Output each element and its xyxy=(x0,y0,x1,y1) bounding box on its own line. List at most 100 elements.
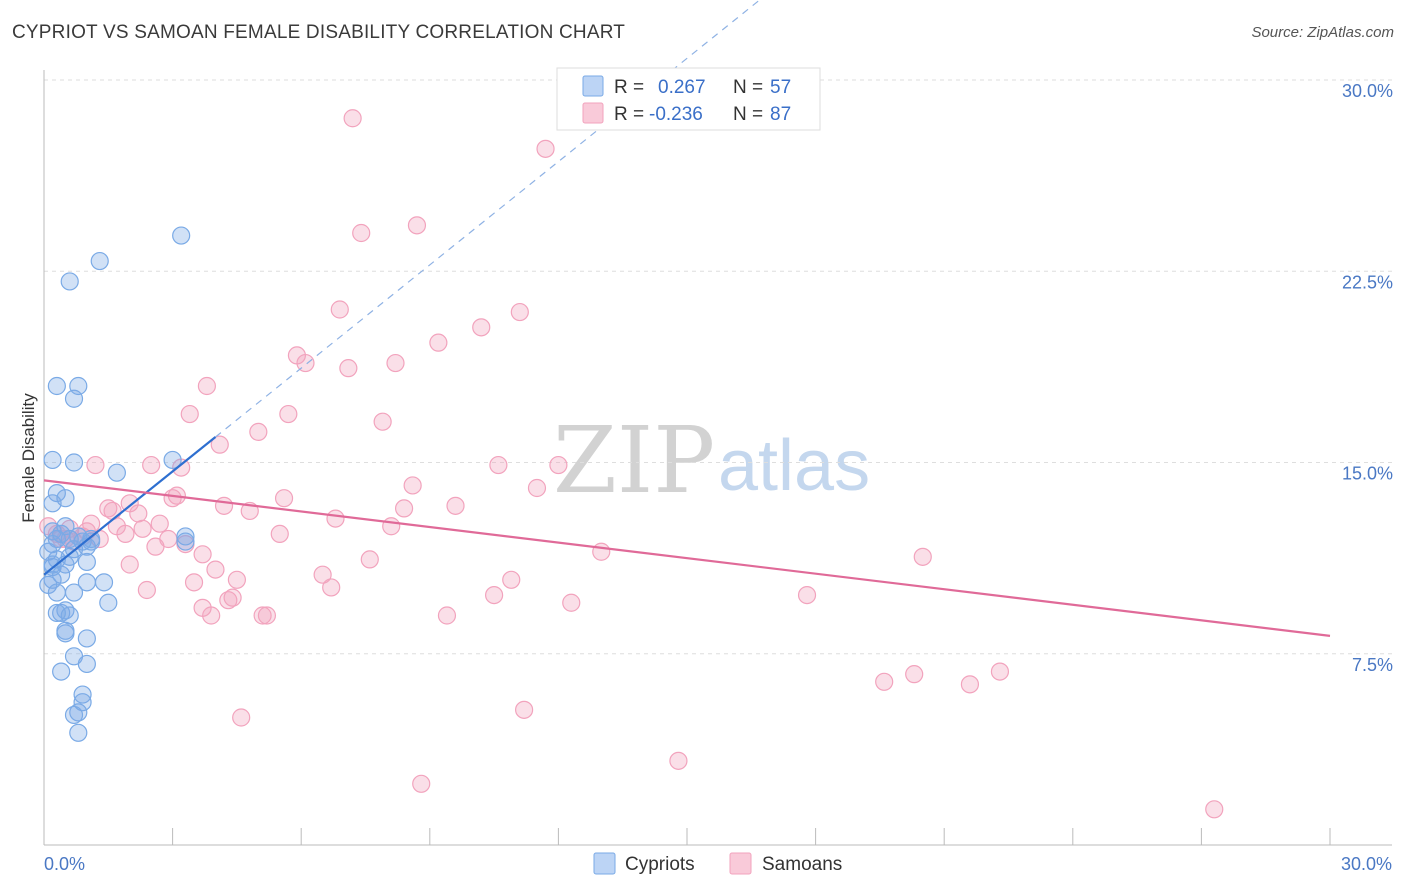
cypriots-point xyxy=(64,705,84,725)
cypriots-point xyxy=(60,272,79,291)
samoans-point xyxy=(330,300,349,319)
samoans-point xyxy=(274,489,294,508)
cypriots-point xyxy=(77,654,96,674)
samoans-point xyxy=(412,774,431,793)
cypriots-point xyxy=(64,583,84,602)
samoans-point xyxy=(326,509,345,528)
cypriots-point xyxy=(64,453,84,472)
samoans-point xyxy=(257,606,277,625)
stats-n-label-cypriots: N = xyxy=(733,77,763,98)
samoans-point xyxy=(322,578,341,597)
cypriots-point xyxy=(52,662,71,681)
cypriots-point xyxy=(43,494,62,513)
cypriots-point xyxy=(52,524,71,544)
samoans-point xyxy=(232,708,251,727)
samoans-point xyxy=(197,376,216,396)
samoans-point xyxy=(990,662,1010,681)
samoans-point xyxy=(875,672,894,691)
stats-n-value-samoans: 87 xyxy=(770,104,791,125)
samoans-trend-line xyxy=(43,479,1331,637)
samoans-point xyxy=(913,547,932,566)
samoans-point xyxy=(669,751,688,770)
samoans-point xyxy=(489,455,508,475)
samoans-point xyxy=(437,606,457,625)
samoans-point xyxy=(206,560,225,579)
y-tick-label: 7.5% xyxy=(1352,655,1393,675)
samoans-point xyxy=(403,476,422,495)
samoans-point xyxy=(352,223,371,243)
trend-lines xyxy=(43,0,1331,637)
samoans-point xyxy=(249,422,268,441)
cypriots-point xyxy=(90,251,109,271)
samoans-point xyxy=(86,455,105,475)
x-tick-label-max: 30.0% xyxy=(1341,854,1392,874)
cypriots-point xyxy=(77,552,96,572)
cypriots-point xyxy=(94,573,114,592)
source-label: Source: ZipAtlas.com xyxy=(1251,24,1394,41)
samoans-point xyxy=(116,524,135,544)
y-tick-label: 22.5% xyxy=(1342,272,1393,292)
stats-n-value-cypriots: 57 xyxy=(770,77,791,98)
x-tick-label-min: 0.0% xyxy=(44,854,85,874)
cypriots-point xyxy=(43,450,62,470)
series-legend: Cypriots Samoans xyxy=(593,852,842,875)
samoans-point xyxy=(386,353,405,373)
samoans-point xyxy=(227,570,246,589)
stats-r-value-samoans: -0.236 xyxy=(649,104,703,125)
samoans-point xyxy=(270,524,289,544)
cypriots-point xyxy=(99,593,118,612)
watermark-atlas: atlas xyxy=(718,426,870,506)
samoans-point xyxy=(180,404,199,424)
x-axis-ticks xyxy=(43,828,1331,845)
legend-swatch-samoans xyxy=(729,852,752,875)
legend-label-cypriots: Cypriots xyxy=(625,854,695,875)
samoans-point xyxy=(296,353,315,373)
samoans-point xyxy=(472,318,491,337)
cypriots-point xyxy=(60,547,79,566)
samoans-point xyxy=(210,435,229,454)
stats-r-label-samoans: R = xyxy=(614,104,644,125)
cypriots-point xyxy=(47,484,66,503)
stats-swatch-cypriots xyxy=(582,75,604,97)
stats-r-value-cypriots: 0.267 xyxy=(658,77,706,98)
samoans-point xyxy=(797,585,817,605)
samoans-point xyxy=(133,519,152,538)
cypriots-point xyxy=(47,583,66,602)
cypriots-point xyxy=(176,527,195,546)
samoans-point xyxy=(103,501,122,521)
y-tick-label: 15.0% xyxy=(1342,464,1393,484)
cypriots-point xyxy=(163,450,182,470)
cypriots-point xyxy=(107,463,126,482)
samoans-point xyxy=(193,545,212,564)
samoans-point xyxy=(527,478,547,498)
cypriots-trend-line xyxy=(43,436,217,576)
samoans-point xyxy=(253,606,272,625)
samoans-point xyxy=(184,573,204,592)
samoans-point xyxy=(313,565,332,584)
samoans-point xyxy=(159,529,178,549)
y-tick-labels: 7.5% 15.0% 22.5% 30.0% xyxy=(1342,81,1393,675)
cypriots-point xyxy=(56,621,75,640)
cypriots-point xyxy=(69,376,88,396)
cypriots-point xyxy=(47,603,66,623)
samoans-point xyxy=(446,496,465,515)
samoans-point xyxy=(214,496,234,515)
samoans-point xyxy=(407,216,427,235)
stats-n-label-samoans: N = xyxy=(733,104,763,125)
chart-title: CYPRIOT VS SAMOAN FEMALE DISABILITY CORR… xyxy=(12,22,626,43)
samoans-point xyxy=(279,404,298,424)
samoans-point xyxy=(219,591,238,610)
samoans-points xyxy=(39,109,1224,819)
samoans-point xyxy=(339,359,358,378)
samoans-point xyxy=(373,412,392,431)
samoans-point xyxy=(592,542,611,561)
cypriots-point xyxy=(73,693,92,712)
samoans-point xyxy=(429,333,448,352)
cypriots-point xyxy=(77,629,96,648)
stats-r-label-cypriots: R = xyxy=(614,77,644,98)
samoans-point xyxy=(1205,800,1224,819)
stats-legend: R = 0.267 N = 57 R = -0.236 N = 87 xyxy=(556,67,821,131)
cypriots-point xyxy=(172,226,191,245)
cypriots-points xyxy=(39,226,195,742)
